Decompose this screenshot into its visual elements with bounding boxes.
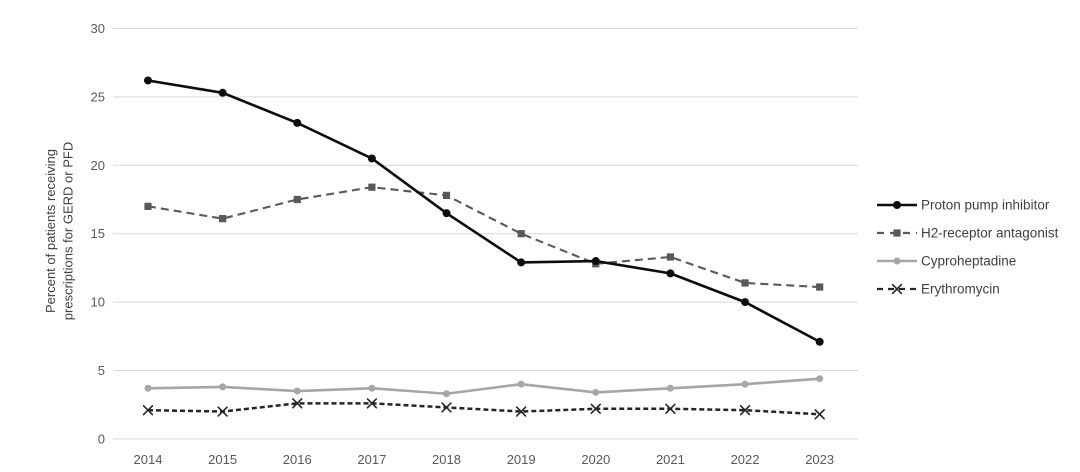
data-point-circle-marker <box>443 390 451 398</box>
data-point-square-marker <box>816 283 824 291</box>
series-proton-pump-inhibitor <box>144 76 824 346</box>
data-point-x-marker <box>142 404 154 416</box>
y-axis-title-line: Percent of patients receiving <box>43 149 58 313</box>
data-point-x-marker <box>665 403 676 415</box>
data-point-circle-marker <box>591 257 600 266</box>
gridlines <box>113 28 858 440</box>
data-point-square-marker <box>741 279 749 287</box>
legend-item-h2-receptor-antagonist: H2-receptor antagonist <box>877 226 1059 241</box>
data-point-circle-marker <box>368 384 376 392</box>
series-erythromycin <box>142 398 825 420</box>
x-tick-label: 2019 <box>507 452 536 467</box>
series-line-proton-pump-inhibitor <box>147 79 821 343</box>
data-point-square-marker <box>442 191 451 199</box>
x-tick-label: 2018 <box>432 452 461 467</box>
y-tick-label: 10 <box>91 295 105 310</box>
legend-label: Cyproheptadine <box>921 254 1016 269</box>
y-axis-tick-labels: 0 5 10 15 20 25 30 <box>91 21 105 446</box>
series-line-cyproheptadine <box>147 377 820 396</box>
legend: Proton pump inhibitor H2-receptor antagon… <box>877 198 1059 297</box>
data-point-x-marker <box>441 402 452 413</box>
series-line-erythromycin <box>147 402 820 416</box>
data-point-circle-marker <box>218 88 227 97</box>
data-point-x-marker <box>292 398 303 409</box>
data-point-square-marker <box>666 253 675 261</box>
x-tick-label: 2021 <box>656 452 685 467</box>
x-tick-label: 2023 <box>805 452 834 467</box>
legend-label: Proton pump inhibitor <box>921 198 1050 213</box>
x-axis-labels: 2014 2015 2016 2017 2018 2019 2020 2021 2022 2023 <box>134 452 835 467</box>
data-point-x-marker <box>814 409 825 420</box>
data-point-circle-marker <box>893 201 901 209</box>
legend-item-cyproheptadine: Cyproheptadine <box>877 254 1016 269</box>
legend-item-proton-pump-inhibitor: Proton pump inhibitor <box>877 198 1050 213</box>
y-tick-label: 15 <box>91 226 105 241</box>
data-point-x-marker <box>739 404 751 416</box>
data-point-circle-marker <box>666 384 674 392</box>
data-point-x-marker <box>515 406 527 417</box>
data-point-circle-marker <box>219 383 227 391</box>
data-point-x-marker <box>366 398 378 409</box>
series-cyproheptadine <box>144 375 824 398</box>
data-point-square-marker <box>517 230 525 238</box>
data-point-circle-marker <box>144 76 152 85</box>
x-tick-label: 2020 <box>581 452 610 467</box>
data-point-circle-marker <box>741 380 749 388</box>
x-tick-label: 2015 <box>208 452 237 467</box>
data-point-circle-marker <box>293 387 301 395</box>
legend-label: H2-receptor antagonist <box>921 226 1059 241</box>
data-point-circle-marker <box>293 118 302 127</box>
data-point-circle-marker <box>517 380 525 388</box>
x-tick-label: 2014 <box>134 452 163 467</box>
x-tick-label: 2022 <box>731 452 760 467</box>
data-point-square-marker <box>368 183 376 191</box>
data-point-square-marker <box>893 229 901 237</box>
data-point-circle-marker <box>517 258 526 267</box>
data-point-square-marker <box>144 202 152 210</box>
data-point-square-marker <box>219 215 227 223</box>
y-axis-title-line: prescriptions for GERD or PFD <box>61 142 76 320</box>
data-point-circle-marker <box>592 388 600 396</box>
data-point-circle-marker <box>816 375 824 383</box>
legend-label: Erythromycin <box>921 282 1000 297</box>
x-tick-label: 2016 <box>283 452 312 467</box>
data-point-x-marker <box>891 283 903 295</box>
data-point-circle-marker <box>815 337 824 346</box>
y-tick-label: 0 <box>98 431 105 446</box>
data-point-x-marker <box>217 406 228 417</box>
data-point-x-marker <box>590 403 601 415</box>
data-point-circle-marker <box>442 209 451 218</box>
series-line-h2-receptor-antagonist <box>147 186 820 289</box>
data-point-square-marker <box>293 195 301 204</box>
y-axis-title: Percent of patients receiving prescriptio… <box>43 142 76 320</box>
y-tick-label: 5 <box>98 363 105 378</box>
data-point-circle-marker <box>893 257 901 265</box>
data-point-circle-marker <box>367 154 376 163</box>
data-point-circle-marker <box>666 269 675 278</box>
y-tick-label: 25 <box>91 89 105 104</box>
data-point-circle-marker <box>741 298 750 307</box>
legend-item-erythromycin: Erythromycin <box>877 282 1000 297</box>
data-point-circle-marker <box>144 384 152 392</box>
x-tick-label: 2017 <box>357 452 386 467</box>
y-tick-label: 30 <box>91 21 105 36</box>
y-tick-label: 20 <box>91 158 105 173</box>
